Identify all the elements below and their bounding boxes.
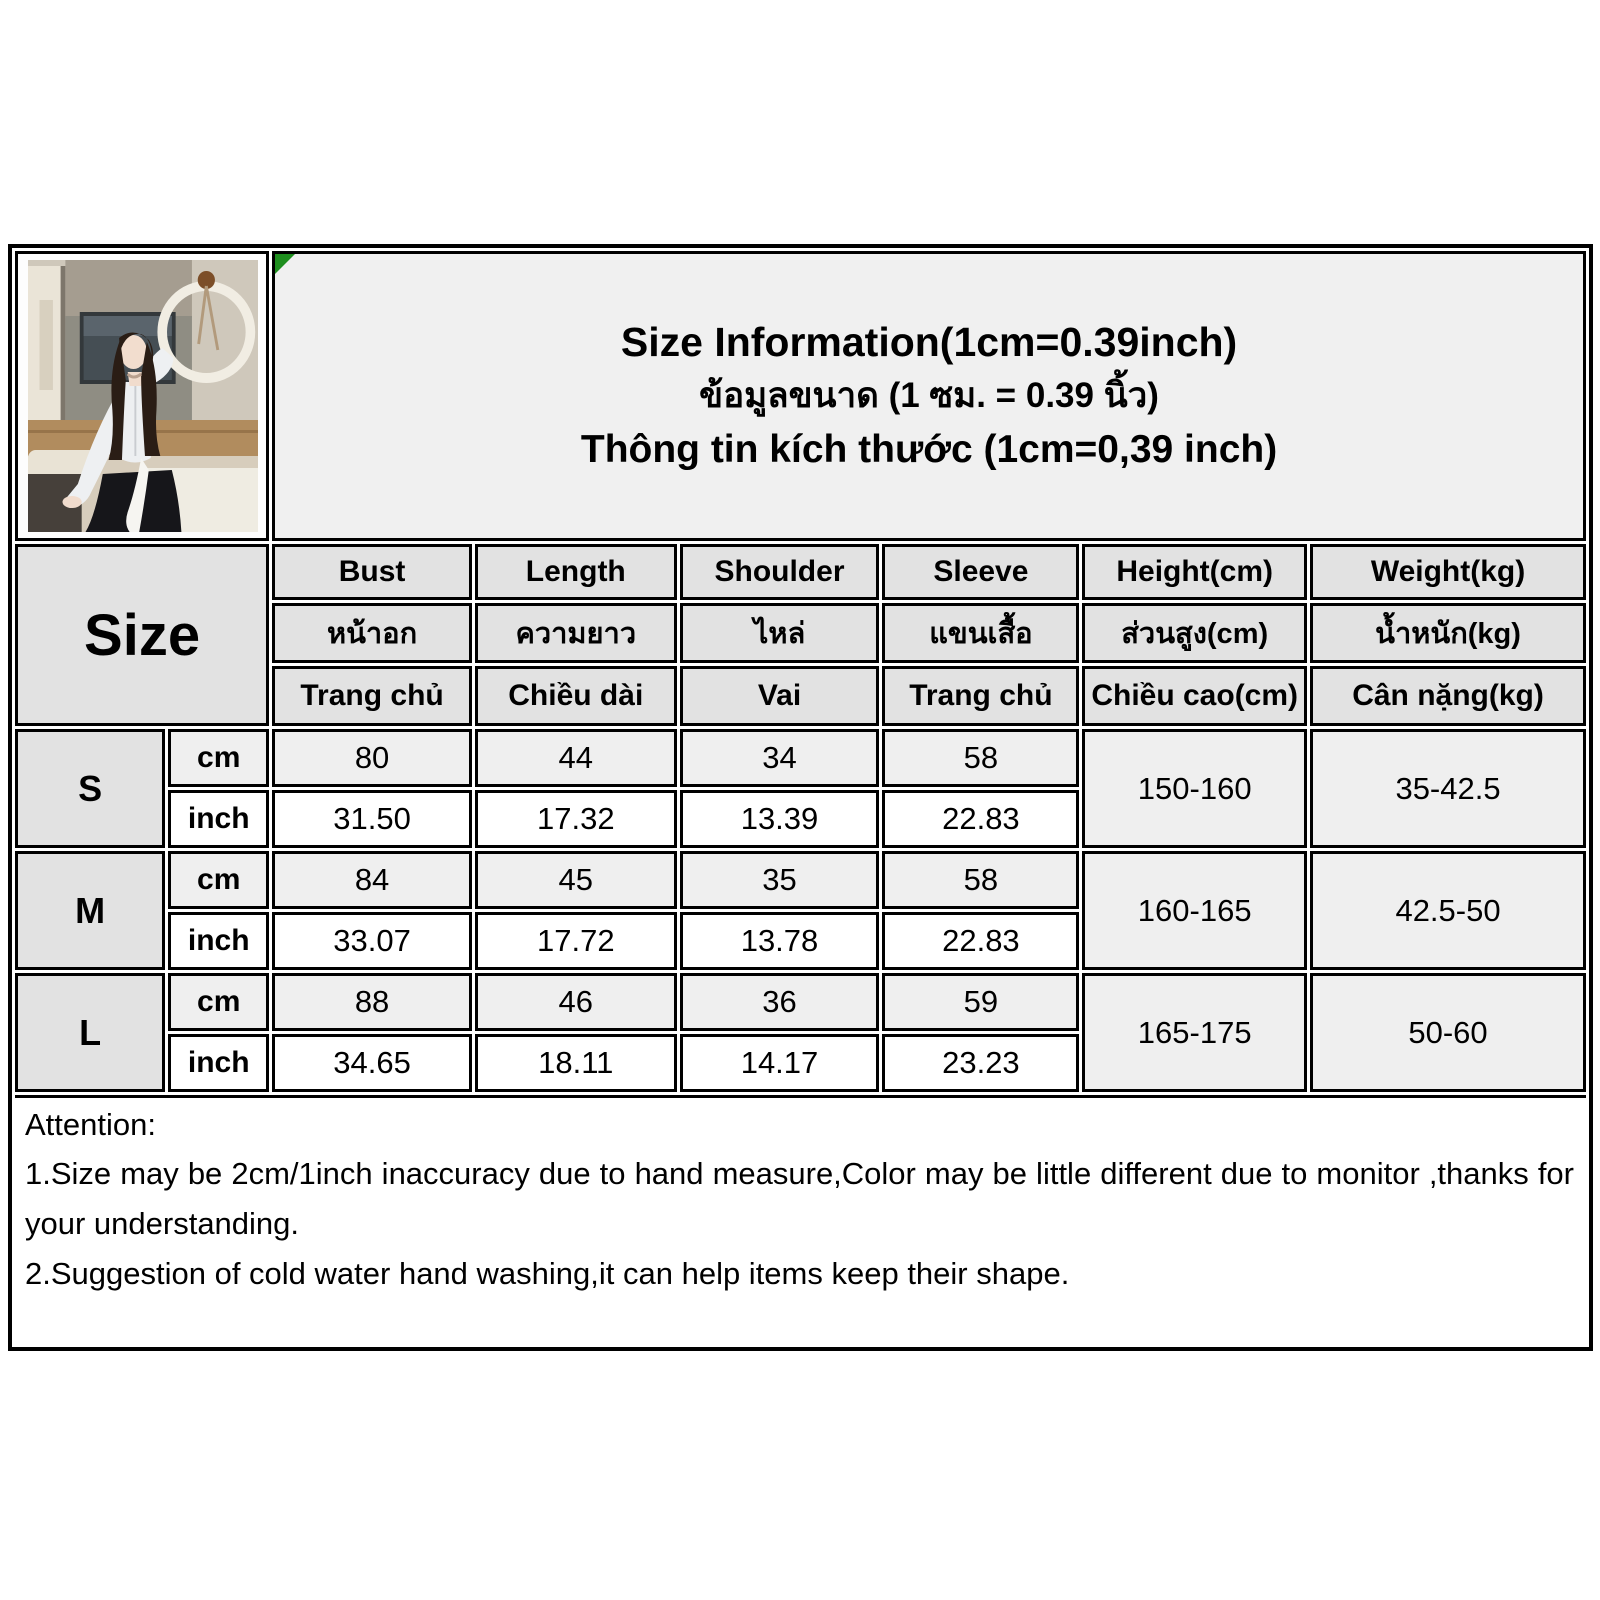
- header-shoulder-vi: Vai: [679, 666, 880, 726]
- cell-l-height: 165-175: [1082, 973, 1308, 1092]
- cell-m-inch-length: 17.72: [475, 912, 677, 970]
- size-header-cell: Size: [15, 544, 270, 726]
- cell-l-weight: 50-60: [1310, 973, 1586, 1092]
- cell-s-cm-sleeve: 58: [882, 729, 1080, 787]
- title-line-th: ข้อมูลขนาด (1 ซม. = 0.39 นิ้ว): [699, 376, 1159, 416]
- cell-s-inch-length: 17.32: [475, 790, 677, 848]
- row-label-l: L: [15, 973, 166, 1092]
- attention-line-2: 2.Suggestion of cold water hand washing,…: [25, 1255, 1070, 1291]
- cell-m-cm-sleeve: 58: [882, 851, 1080, 909]
- attention-note: Attention: 1.Size may be 2cm/1inch inacc…: [15, 1095, 1586, 1344]
- unit-inch: inch: [168, 912, 270, 970]
- row-label-s: S: [15, 729, 166, 848]
- cell-l-cm-length: 46: [475, 973, 677, 1031]
- cell-l-inch-length: 18.11: [475, 1034, 677, 1092]
- header-sleeve-en: Sleeve: [882, 544, 1080, 600]
- header-height-en: Height(cm): [1082, 544, 1308, 600]
- cell-m-cm-length: 45: [475, 851, 677, 909]
- cell-s-inch-bust: 31.50: [272, 790, 473, 848]
- cell-s-height: 150-160: [1082, 729, 1308, 848]
- unit-inch: inch: [168, 1034, 270, 1092]
- header-bust-vi: Trang chủ: [272, 666, 473, 726]
- cell-l-inch-bust: 34.65: [272, 1034, 473, 1092]
- cell-m-cm-shoulder: 35: [679, 851, 880, 909]
- cell-m-inch-sleeve: 22.83: [882, 912, 1080, 970]
- size-table: Size Information(1cm=0.39inch) ข้อมูลขนา…: [12, 248, 1589, 1095]
- header-height-th: ส่วนสูง(cm): [1082, 603, 1308, 663]
- header-sleeve-th: แขนเสื้อ: [882, 603, 1080, 663]
- cell-m-cm-bust: 84: [272, 851, 473, 909]
- cell-m-inch-bust: 33.07: [272, 912, 473, 970]
- header-bust-en: Bust: [272, 544, 473, 600]
- header-length-th: ความยาว: [475, 603, 677, 663]
- cell-l-inch-sleeve: 23.23: [882, 1034, 1080, 1092]
- cell-s-cm-length: 44: [475, 729, 677, 787]
- cell-s-inch-shoulder: 13.39: [679, 790, 880, 848]
- attention-line-1: 1.Size may be 2cm/1inch inaccuracy due t…: [25, 1155, 1574, 1241]
- title-line-vi: Thông tin kích thước (1cm=0,39 inch): [580, 427, 1278, 471]
- row-label-m: M: [15, 851, 166, 970]
- title-line-en: Size Information(1cm=0.39inch): [620, 318, 1238, 365]
- header-shoulder-th: ไหล่: [679, 603, 880, 663]
- header-weight-vi: Cân nặng(kg): [1310, 666, 1586, 726]
- cell-l-cm-sleeve: 59: [882, 973, 1080, 1031]
- header-length-vi: Chiều dài: [475, 666, 677, 726]
- header-sleeve-vi: Trang chủ: [882, 666, 1080, 726]
- product-photo: [28, 260, 259, 532]
- header-length-en: Length: [475, 544, 677, 600]
- cell-l-inch-shoulder: 14.17: [679, 1034, 880, 1092]
- cell-l-cm-bust: 88: [272, 973, 473, 1031]
- cell-s-cm-bust: 80: [272, 729, 473, 787]
- cell-m-inch-shoulder: 13.78: [679, 912, 880, 970]
- header-height-vi: Chiều cao(cm): [1082, 666, 1308, 726]
- cell-l-cm-shoulder: 36: [679, 973, 880, 1031]
- product-photo-cell: [15, 251, 270, 541]
- size-info-title-cell: Size Information(1cm=0.39inch) ข้อมูลขนา…: [272, 251, 1586, 541]
- unit-cm: cm: [168, 851, 270, 909]
- size-chart-sheet: Size Information(1cm=0.39inch) ข้อมูลขนา…: [8, 244, 1593, 1351]
- unit-cm: cm: [168, 973, 270, 1031]
- unit-inch: inch: [168, 790, 270, 848]
- unit-cm: cm: [168, 729, 270, 787]
- attention-heading: Attention:: [25, 1107, 156, 1142]
- header-bust-th: หน้าอก: [272, 603, 473, 663]
- cell-m-weight: 42.5-50: [1310, 851, 1586, 970]
- corner-flag-icon: [275, 254, 296, 274]
- header-weight-en: Weight(kg): [1310, 544, 1586, 600]
- header-shoulder-en: Shoulder: [679, 544, 880, 600]
- cell-m-height: 160-165: [1082, 851, 1308, 970]
- cell-s-inch-sleeve: 22.83: [882, 790, 1080, 848]
- cell-s-weight: 35-42.5: [1310, 729, 1586, 848]
- cell-s-cm-shoulder: 34: [679, 729, 880, 787]
- header-weight-th: น้ำหนัก(kg): [1310, 603, 1586, 663]
